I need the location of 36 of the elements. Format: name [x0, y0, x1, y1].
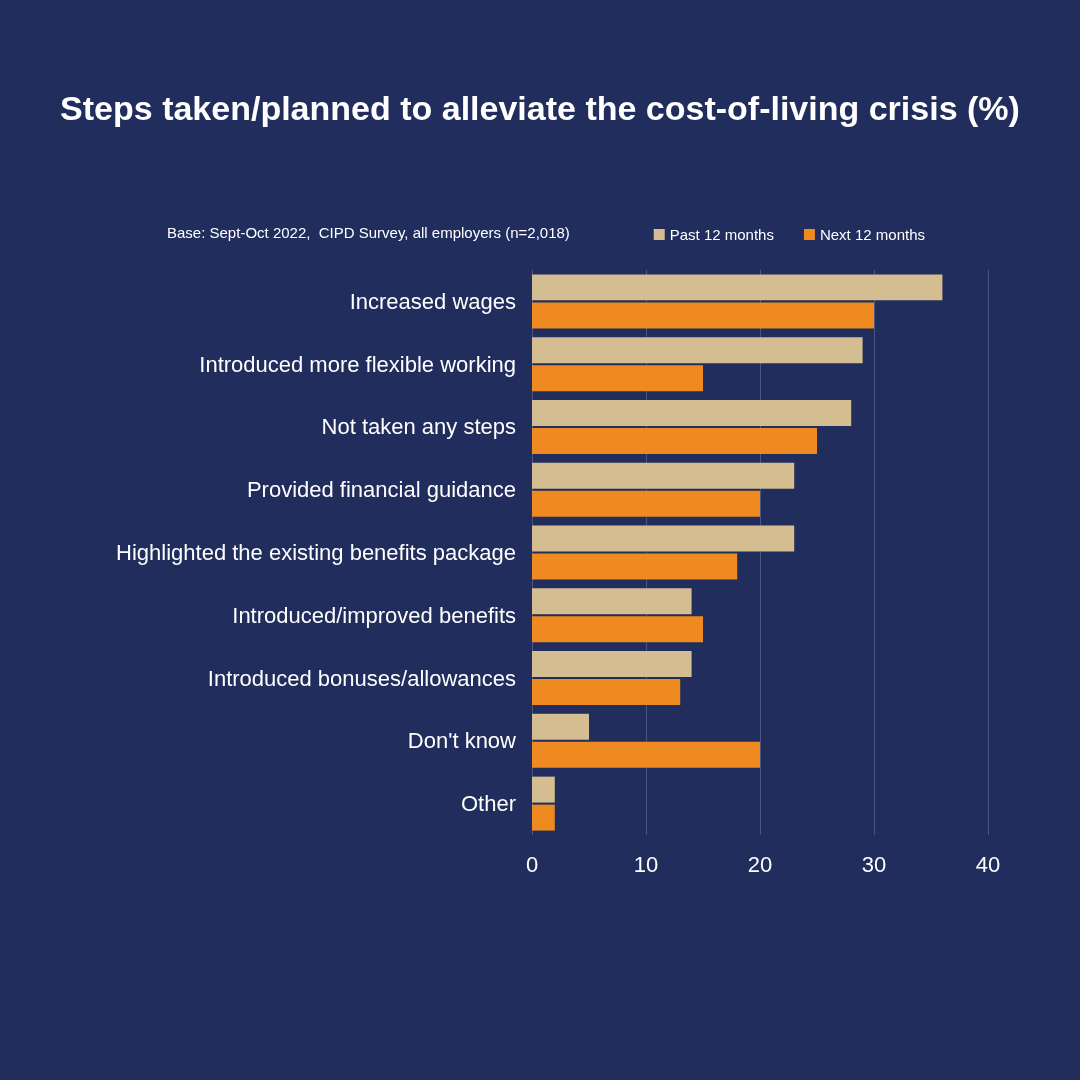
legend-label: Past 12 months	[669, 226, 774, 243]
chart-title: Steps taken/planned to alleviate the cost-of-living crisis (%)	[60, 89, 1020, 127]
y-tick-label: Introduced bonuses/allowances	[207, 665, 516, 691]
bar	[532, 399, 852, 426]
bar	[532, 651, 692, 678]
y-tick-label: Introduced/improved benefits	[232, 602, 516, 628]
bar	[532, 553, 738, 580]
bar	[532, 462, 795, 489]
bar	[532, 490, 760, 517]
bar	[532, 804, 555, 831]
y-tick-label: Highlighted the existing benefits package	[116, 540, 516, 565]
bar	[532, 588, 692, 615]
bar	[532, 616, 703, 643]
text: Base: Sept-Oct 2022, CIPD Survey, all employers (n=2,018)	[167, 224, 570, 241]
bar	[532, 713, 589, 740]
bar	[532, 427, 817, 454]
x-tick-label: 10	[633, 851, 659, 877]
bar	[532, 274, 943, 301]
bar	[532, 337, 863, 364]
x-tick-label: 40	[975, 851, 1001, 877]
legend-label: Next 12 months	[819, 226, 926, 243]
y-tick-label: Provided financial guidance	[246, 477, 516, 503]
y-tick-label: Introduced more flexible working	[199, 351, 516, 377]
x-tick-label: 0	[525, 851, 539, 877]
bar	[532, 679, 681, 706]
bar	[532, 525, 795, 552]
y-tick-label: Other	[460, 791, 516, 817]
y-tick-label: Not taken any steps	[321, 414, 516, 440]
y-tick-label: Don't know	[407, 728, 517, 754]
x-tick-label: 30	[861, 851, 887, 877]
bar	[532, 741, 760, 768]
x-tick-label: 20	[747, 851, 773, 877]
bar	[532, 302, 874, 329]
y-tick-label: Increased wages	[349, 288, 516, 314]
bar	[532, 776, 555, 803]
bar	[532, 365, 703, 392]
